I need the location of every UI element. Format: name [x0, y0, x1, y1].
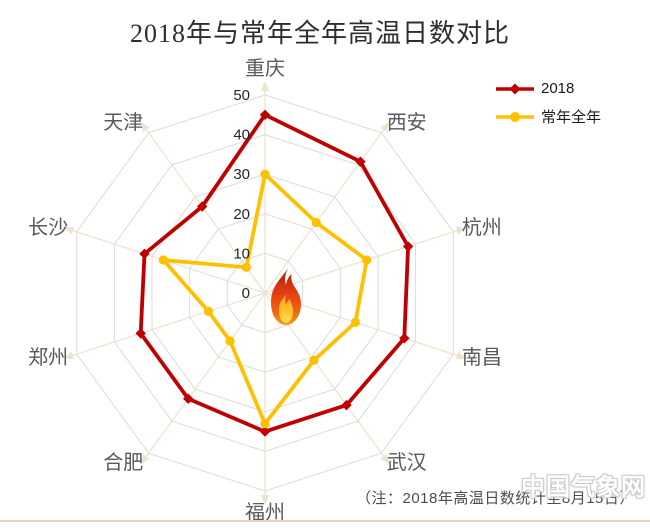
series-marker-2018-diamond-icon — [341, 399, 352, 411]
series-marker-normal-circle-icon — [158, 255, 168, 265]
series-marker-2018-diamond-icon — [259, 109, 271, 120]
footnote: （注：2018年高温日数统计至8月15日） — [356, 490, 635, 507]
legend-marker-normal-circle-icon — [496, 111, 534, 122]
category-label: 杭州 — [462, 216, 502, 239]
category-label: 福州 — [245, 501, 285, 524]
legend-marker-2018-diamond-icon — [496, 83, 534, 94]
series-marker-normal-circle-icon — [225, 336, 235, 346]
tick-label: 20 — [233, 206, 250, 223]
legend-item-normal-year: 常年全年 — [496, 106, 601, 127]
series-marker-2018-diamond-icon — [135, 328, 146, 339]
spoke-arrow-icon — [261, 81, 269, 91]
series-marker-2018-diamond-icon — [402, 241, 414, 252]
legend-item-2018: 2018 — [496, 80, 601, 97]
series-marker-normal-circle-icon — [260, 169, 270, 179]
legend: 2018 常年全年 — [496, 80, 601, 127]
category-label: 合肥 — [103, 451, 143, 474]
spoke-arrow-icon — [380, 121, 390, 132]
radar-spoke — [72, 292, 266, 357]
spoke-arrow-icon — [455, 351, 467, 360]
series-marker-2018-diamond-icon — [182, 393, 194, 404]
series-marker-normal-circle-icon — [309, 355, 319, 365]
series-marker-normal-circle-icon — [362, 255, 372, 265]
tick-label: 0 — [242, 285, 250, 302]
series-marker-normal-circle-icon — [311, 217, 321, 228]
series-marker-2018-diamond-icon — [196, 201, 208, 212]
spoke-arrow-icon — [455, 226, 467, 235]
spoke-arrow-icon — [63, 351, 75, 360]
spoke-arrow-icon — [261, 495, 269, 505]
category-label: 长沙 — [28, 216, 68, 239]
series-marker-2018-diamond-icon — [355, 156, 366, 167]
tick-label: 50 — [233, 87, 250, 104]
spoke-arrow-icon — [140, 121, 150, 132]
series-marker-normal-circle-icon — [260, 419, 270, 429]
radar-grid-ring — [226, 252, 304, 334]
category-label: 天津 — [103, 111, 143, 134]
flame-icon — [271, 267, 301, 325]
series-marker-2018-diamond-icon — [139, 248, 150, 260]
radar-spoke — [264, 129, 385, 294]
legend-label-2018: 2018 — [541, 80, 575, 97]
tick-label: 40 — [233, 127, 250, 144]
category-label: 南昌 — [462, 346, 502, 369]
spoke-arrow-icon — [380, 454, 390, 465]
series-marker-2018-diamond-icon — [259, 426, 271, 437]
radar-grid-ring — [76, 94, 454, 492]
category-label: 郑州 — [28, 346, 68, 369]
radar-grid-ring — [113, 134, 417, 452]
tick-label: 10 — [233, 245, 250, 262]
legend-label-normal-year: 常年全年 — [541, 109, 602, 126]
chart-title: 2018年与常年全年高温日数对比 — [129, 19, 510, 48]
radar-spoke — [145, 292, 266, 457]
radar-spoke — [264, 229, 458, 294]
series-marker-normal-circle-icon — [203, 306, 214, 316]
series-marker-2018-diamond-icon — [399, 333, 410, 344]
category-label: 重庆 — [245, 57, 285, 80]
watermark: 中国气象网 — [521, 474, 646, 501]
tick-label: 30 — [233, 166, 250, 183]
bottom-divider — [0, 520, 650, 522]
radar-grid-ring — [189, 213, 341, 373]
series-marker-normal-circle-icon — [350, 317, 360, 327]
spoke-arrow-icon — [63, 226, 75, 235]
spoke-arrow-icon — [140, 454, 150, 465]
category-label: 武汉 — [387, 451, 427, 474]
category-label: 西安 — [387, 111, 427, 134]
series-marker-normal-circle-icon — [241, 262, 251, 272]
